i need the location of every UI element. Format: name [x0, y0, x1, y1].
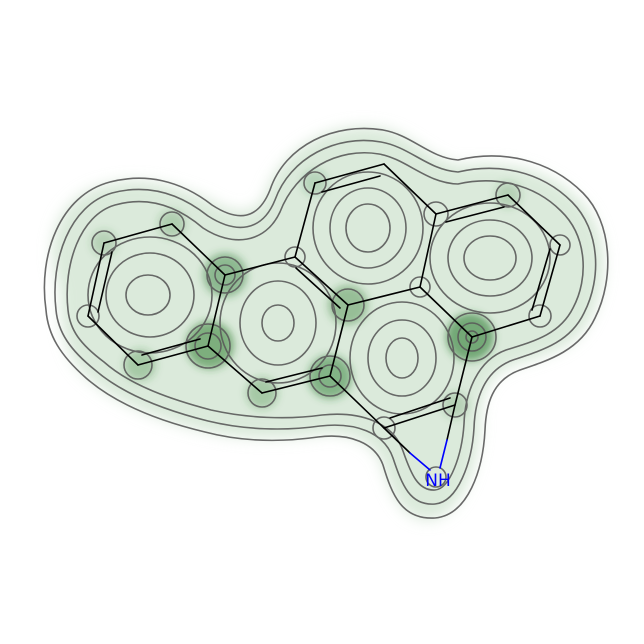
bond-n [439, 439, 448, 469]
contour-ring-b-3 [261, 304, 295, 342]
hotspot [446, 313, 494, 361]
bond [471, 315, 541, 338]
bond [171, 223, 226, 276]
bond-n [409, 452, 431, 471]
bond [329, 375, 385, 429]
bonds [87, 163, 561, 471]
contour-hot-12 [442, 392, 468, 418]
contour-hot-4b [318, 364, 342, 388]
contour-hot-15 [372, 416, 396, 440]
contour-hot-18 [409, 276, 431, 298]
contour-ring-d-1 [429, 202, 551, 314]
bond [97, 251, 113, 313]
contour-hot-7 [247, 378, 277, 408]
contour-lines [43, 127, 609, 519]
bond [383, 427, 411, 454]
contour-outer-1 [43, 127, 609, 519]
bond [137, 345, 209, 366]
bond-n [446, 404, 456, 441]
contour-hot-5 [447, 312, 497, 362]
bond [321, 175, 381, 193]
bond [261, 375, 331, 394]
bond [347, 286, 421, 306]
outer-glow [52, 126, 604, 520]
bond [294, 182, 316, 258]
contour-hot-4 [309, 355, 351, 397]
contour-outer-3 [66, 152, 584, 491]
contour-hot-1 [206, 256, 244, 294]
contour-ring-e-2 [367, 319, 437, 397]
contour-ring-b-2 [239, 280, 317, 366]
bond [294, 256, 349, 306]
contour-hot-13 [423, 201, 449, 227]
contour-hot-3 [331, 288, 365, 322]
bond [103, 223, 173, 244]
bond [539, 244, 561, 317]
bond [383, 404, 456, 429]
contour-ring-c-3 [345, 203, 391, 253]
bond [295, 267, 341, 309]
contour-ring-c-2 [329, 187, 407, 269]
contour-outer-2 [54, 139, 597, 505]
bond [141, 338, 201, 356]
contour-hot-5b [457, 322, 487, 352]
hotspot [186, 321, 234, 369]
contour-hot-2 [185, 323, 231, 369]
contour-hot-9 [91, 230, 117, 256]
bond [207, 345, 263, 394]
bond [265, 367, 323, 383]
contour-hot-6 [123, 350, 153, 380]
bond [445, 206, 505, 223]
contour-ring-d-2 [447, 219, 533, 297]
bond [207, 274, 226, 347]
bond [531, 248, 551, 311]
bond [87, 242, 105, 317]
contour-hot-10 [303, 171, 327, 195]
contour-ring-a-2 [105, 252, 195, 338]
contour-ring-b-1 [219, 262, 337, 384]
contour-ring-e-3 [385, 337, 419, 379]
contour-hot-16 [528, 304, 552, 328]
bond [224, 256, 296, 276]
contour-hot-19 [284, 246, 306, 268]
contour-hot-1b [214, 264, 236, 286]
bond [454, 336, 473, 406]
weight-shading [52, 126, 604, 520]
bond [314, 163, 385, 184]
bond [329, 304, 349, 377]
bond [419, 286, 473, 338]
contour-hot-20 [425, 466, 447, 488]
bond [419, 213, 437, 288]
bond [389, 397, 451, 419]
nitrogen-label: NH [425, 471, 451, 491]
bond [87, 315, 139, 366]
contour-hot-14 [76, 304, 100, 328]
contour-hot-11 [495, 182, 521, 208]
contour-ring-a-3 [125, 274, 171, 316]
bond [507, 194, 561, 246]
contour-hot-17 [549, 234, 571, 256]
contour-ring-c-1 [312, 171, 424, 285]
contour-hot-5c [465, 330, 479, 344]
bond [383, 163, 437, 215]
bond [435, 194, 509, 215]
contour-hot-2b [194, 332, 222, 360]
contour-ring-d-3 [463, 235, 517, 281]
contour-hot-8 [159, 211, 185, 237]
